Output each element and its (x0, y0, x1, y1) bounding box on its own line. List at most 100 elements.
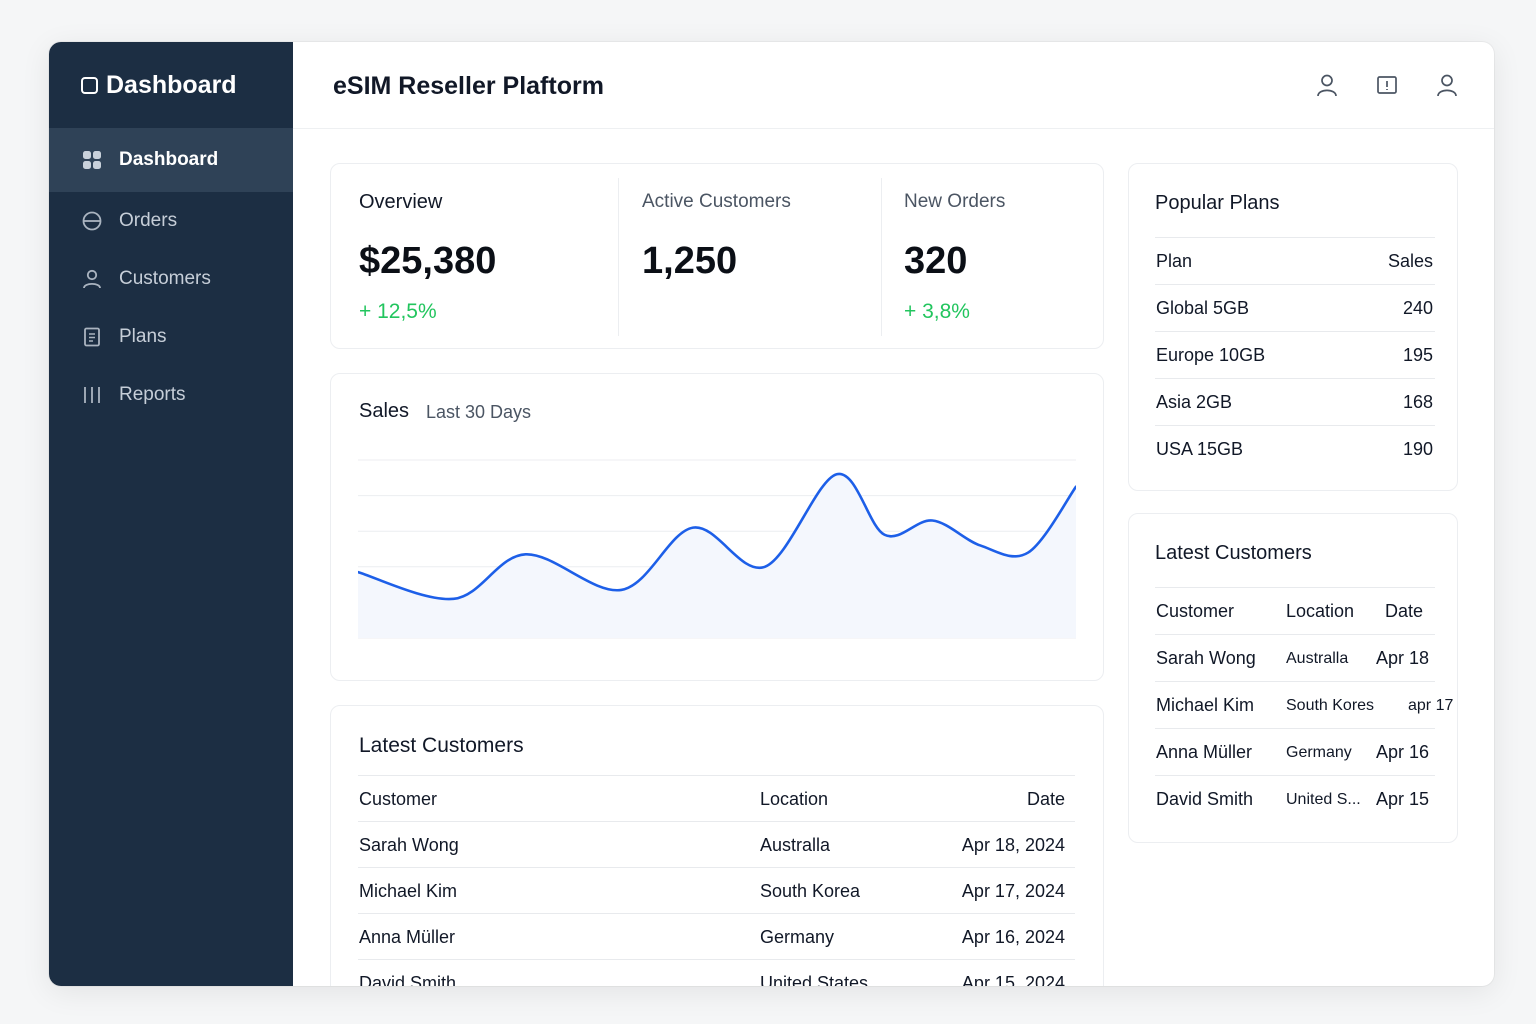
table-row[interactable]: Sarah Wong Australla Apr 18, 2024 (358, 821, 1075, 867)
sales-series-line (358, 472, 1076, 601)
customer-name: Michael Kim (1156, 695, 1255, 715)
main-content: eSIM Reseller Plaftorm Overview $25,380 … (293, 42, 1494, 986)
customer-location: Germany (760, 927, 835, 947)
column-header[interactable]: Date (1385, 601, 1424, 621)
sidebar-item-label: Orders (119, 210, 178, 231)
user-icon (81, 268, 103, 290)
customers-table: Customer Location Date Sarah Wong Austra… (358, 775, 1075, 986)
app-window: Dashboard Dashboard Orders Customers (49, 42, 1494, 986)
customer-date: Apr 15 (1376, 789, 1430, 809)
customer-location: South Korea (760, 881, 861, 901)
customer-date: Apr 16, 2024 (961, 927, 1065, 947)
table-row[interactable]: Europe 10GB 195 (1155, 331, 1435, 378)
customer-date: Apr 18, 2024 (961, 835, 1065, 855)
profile-icon[interactable] (1434, 72, 1460, 98)
sidebar-nav: Dashboard Orders Customers Plans (49, 128, 293, 424)
top-icons (1314, 72, 1460, 98)
popular-plans-title: Popular Plans (1155, 192, 1280, 214)
column-header[interactable]: Location (1286, 601, 1355, 621)
latest-customers-title: Latest Customers (359, 734, 524, 757)
column-header[interactable]: Customer (359, 789, 438, 809)
new-orders-value: 320 (904, 240, 968, 282)
table-row[interactable]: Sarah Wong Australla Apr 18 (1155, 634, 1435, 681)
table-row[interactable]: David Smith United States Apr 15, 2024 (358, 959, 1075, 986)
circle-minus-icon (81, 210, 103, 232)
customer-name: Sarah Wong (359, 835, 459, 855)
plan-sales: 190 (1402, 439, 1433, 459)
sidebar-item-label: Customers (119, 268, 211, 289)
new-orders-delta: + 3,8% (904, 300, 970, 323)
plan-name: USA 15GB (1156, 439, 1244, 459)
table-row[interactable]: David Smith United S... Apr 15 (1155, 775, 1435, 822)
table-row[interactable]: Global 5GB 240 (1155, 284, 1435, 331)
brand-label: Dashboard (106, 70, 237, 99)
revenue-value: $25,380 (359, 240, 497, 282)
sidebar-item-dashboard[interactable]: Dashboard (49, 128, 293, 192)
square-icon (81, 76, 98, 94)
active-customers-label: Active Customers (642, 191, 791, 212)
customer-date: Apr 18 (1376, 648, 1430, 668)
customer-name: Anna Müller (1156, 742, 1253, 762)
table-row[interactable]: Anna Müller Germany Apr 16, 2024 (358, 913, 1075, 959)
info-icon[interactable] (1374, 72, 1400, 98)
plan-sales: 168 (1402, 392, 1433, 412)
overview-card: Overview $25,380 + 12,5% Active Customer… (330, 163, 1104, 349)
table-header: Customer Location Date (1155, 587, 1435, 634)
sidebar-item-label: Plans (119, 326, 167, 347)
new-orders-stat: New Orders 320 + 3,8% (904, 164, 1094, 350)
column-header[interactable]: Plan (1156, 251, 1193, 271)
column-header[interactable]: Customer (1156, 601, 1235, 621)
divider (618, 178, 619, 336)
sidebar-item-label: Reports (119, 384, 186, 405)
new-orders-label: New Orders (904, 191, 1006, 212)
customer-date: Apr 15, 2024 (961, 973, 1065, 986)
sidebar-item-customers[interactable]: Customers (49, 250, 293, 308)
customer-name: Anna Müller (359, 927, 456, 947)
customer-date: apr 17 (1408, 697, 1454, 714)
plan-sales: 195 (1402, 345, 1433, 365)
customer-location: United S... (1286, 791, 1361, 808)
bars-icon (81, 384, 103, 406)
sales-line-chart (358, 459, 1076, 639)
latest-customers-side-card: Latest Customers Customer Location Date … (1128, 513, 1458, 843)
popular-plans-card: Popular Plans Plan Sales Global 5GB 240 … (1128, 163, 1458, 491)
active-customers-stat: Active Customers 1,250 (642, 164, 882, 350)
table-row[interactable]: Anna Müller Germany Apr 16 (1155, 728, 1435, 775)
divider (881, 178, 882, 336)
customer-location: Germany (1286, 744, 1352, 761)
column-header[interactable]: Location (760, 789, 829, 809)
column-header[interactable]: Date (1026, 789, 1065, 809)
customers-side-table: Customer Location Date Sarah Wong Austra… (1155, 587, 1453, 822)
topbar: eSIM Reseller Plaftorm (293, 42, 1494, 129)
customer-date: Apr 17, 2024 (961, 881, 1065, 901)
sales-area (358, 473, 1076, 638)
page-title: eSIM Reseller Plaftorm (333, 72, 604, 100)
customer-location: South Kores (1286, 697, 1375, 714)
table-header: Customer Location Date (358, 775, 1075, 821)
sidebar-item-plans[interactable]: Plans (49, 308, 293, 366)
sidebar-item-orders[interactable]: Orders (49, 192, 293, 250)
user-icon[interactable] (1314, 72, 1340, 98)
customer-location: Australla (760, 835, 831, 855)
table-row[interactable]: Michael Kim South Kores apr 17 (1155, 681, 1453, 728)
table-row[interactable]: Michael Kim South Korea Apr 17, 2024 (358, 867, 1075, 913)
customer-name: Michael Kim (359, 881, 458, 901)
grid-icon (81, 149, 103, 171)
column-header[interactable]: Sales (1387, 251, 1433, 271)
plans-table: Plan Sales Global 5GB 240 Europe 10GB 19… (1155, 237, 1435, 472)
sidebar-item-reports[interactable]: Reports (49, 366, 293, 424)
customer-location: United States (760, 973, 869, 986)
sales-title: Sales (359, 400, 410, 422)
document-icon (81, 326, 103, 348)
sales-period: Last 30 Days (426, 402, 532, 422)
plan-name: Asia 2GB (1156, 392, 1233, 412)
plan-name: Global 5GB (1156, 298, 1250, 318)
brand[interactable]: Dashboard (81, 70, 237, 100)
table-header: Plan Sales (1155, 237, 1435, 284)
latest-customers-side-title: Latest Customers (1155, 542, 1312, 564)
customer-date: Apr 16 (1376, 742, 1430, 762)
table-row[interactable]: Asia 2GB 168 (1155, 378, 1435, 425)
customer-name: David Smith (1156, 789, 1254, 809)
plan-sales: 240 (1402, 298, 1433, 318)
table-row[interactable]: USA 15GB 190 (1155, 425, 1435, 472)
